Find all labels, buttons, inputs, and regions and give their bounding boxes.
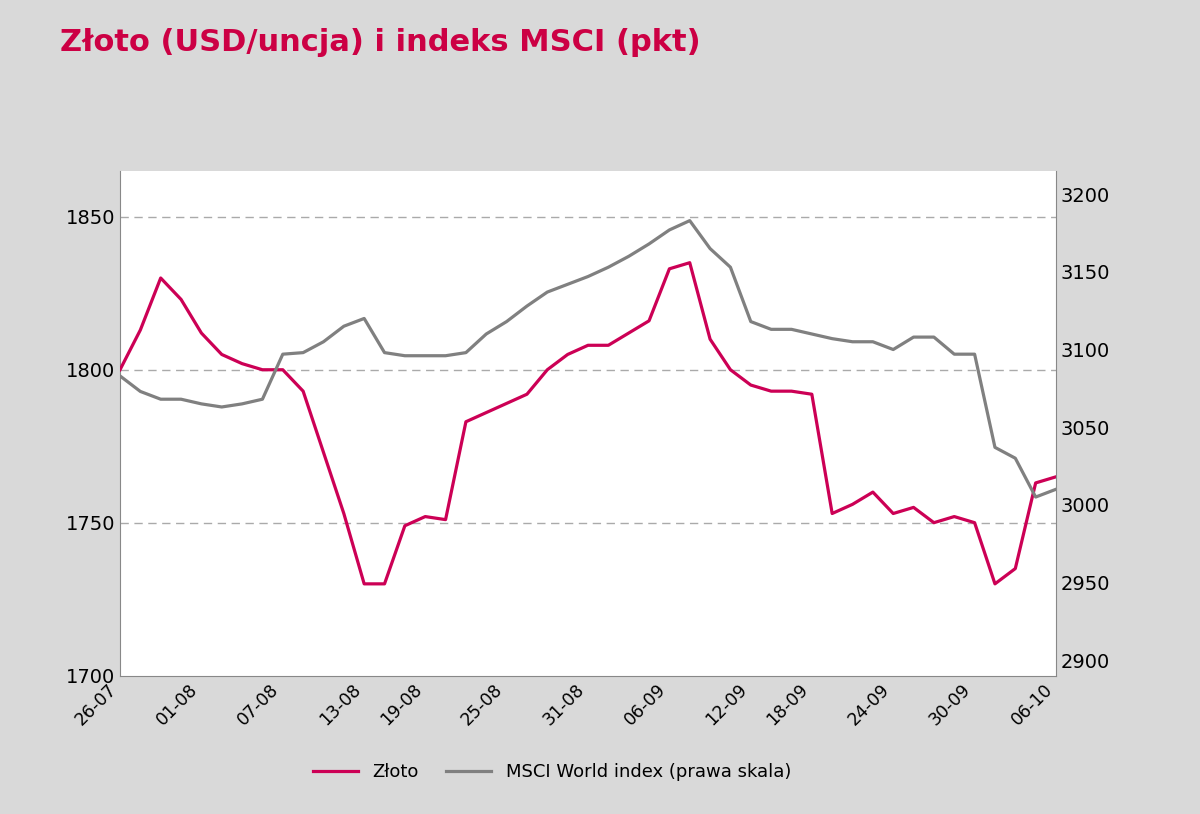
Legend: Złoto, MSCI World index (prawa skala): Złoto, MSCI World index (prawa skala) (306, 756, 798, 789)
Text: Złoto (USD/uncja) i indeks MSCI (pkt): Złoto (USD/uncja) i indeks MSCI (pkt) (60, 28, 701, 58)
